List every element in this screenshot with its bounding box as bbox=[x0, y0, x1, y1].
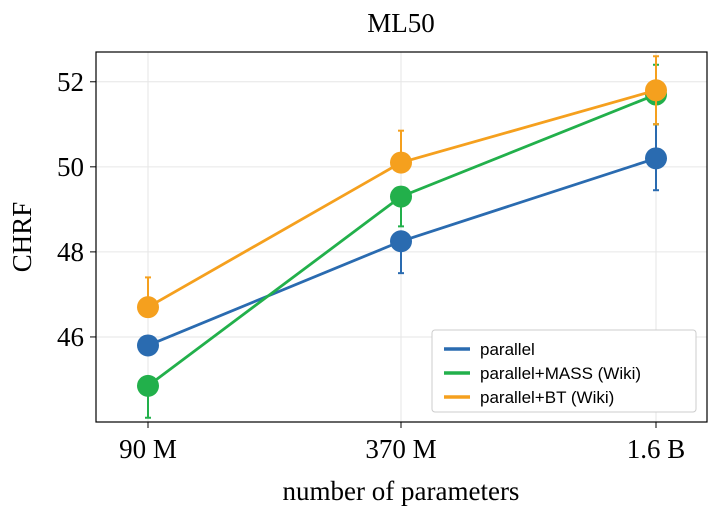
data-point bbox=[390, 185, 412, 208]
chart-title: ML50 bbox=[367, 8, 435, 38]
y-tick-label: 52 bbox=[57, 67, 84, 97]
data-point bbox=[137, 296, 159, 319]
data-point bbox=[390, 151, 412, 174]
series-layer bbox=[137, 55, 667, 419]
legend-label: parallel bbox=[480, 340, 535, 359]
x-tick-label: 370 M bbox=[365, 434, 436, 464]
ticks: 46 48 50 52 90 M 370 M 1.6 B bbox=[57, 67, 685, 464]
y-tick-label: 50 bbox=[57, 152, 84, 182]
x-axis-label: number of parameters bbox=[283, 476, 520, 506]
legend-label: parallel+MASS (Wiki) bbox=[480, 364, 641, 383]
x-tick-label: 90 M bbox=[119, 434, 177, 464]
legend-box bbox=[431, 329, 697, 413]
data-point bbox=[645, 79, 667, 102]
legend-label: parallel+BT (Wiki) bbox=[480, 388, 614, 407]
legend: parallel parallel+MASS (Wiki) parallel+BT … bbox=[431, 329, 697, 413]
data-point bbox=[645, 147, 667, 170]
data-point bbox=[390, 230, 412, 253]
y-tick-label: 46 bbox=[57, 322, 84, 352]
x-tick-label: 1.6 B bbox=[627, 434, 686, 464]
series-2 bbox=[137, 55, 667, 319]
data-point bbox=[137, 334, 159, 357]
y-tick-label: 48 bbox=[57, 237, 84, 267]
data-point bbox=[137, 374, 159, 397]
y-axis-label: CHRF bbox=[7, 202, 37, 273]
